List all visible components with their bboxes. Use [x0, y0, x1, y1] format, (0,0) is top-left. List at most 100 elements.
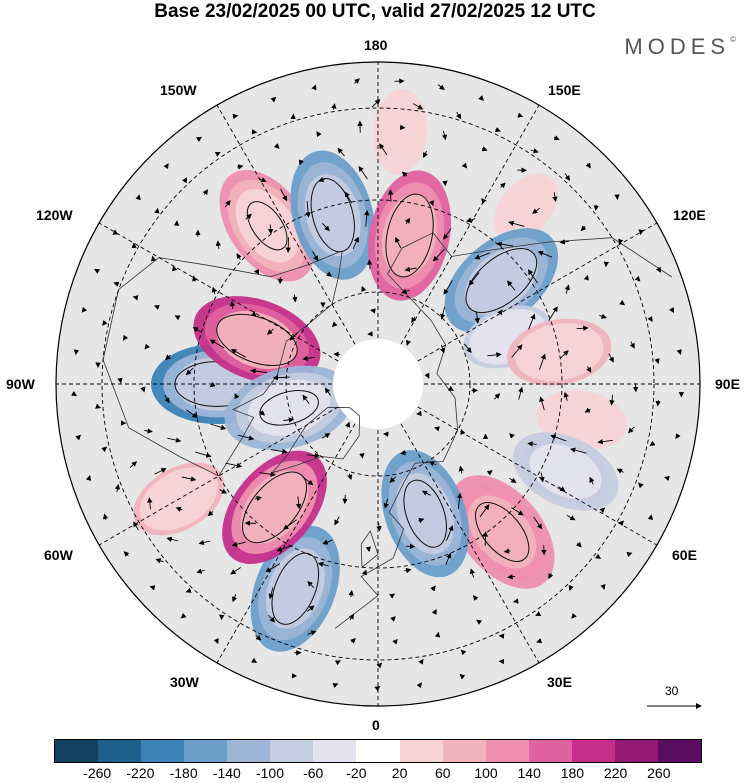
wind-vector	[273, 143, 280, 149]
wind-vector	[272, 375, 290, 381]
wind-vector	[559, 239, 569, 245]
wind-vector	[234, 393, 240, 400]
anomaly-contour	[271, 552, 320, 625]
wind-vector	[676, 349, 682, 356]
wind-vector	[395, 236, 402, 249]
wind-vector	[564, 173, 570, 181]
anomaly-blob	[240, 470, 309, 544]
wind-vector	[167, 437, 182, 443]
wind-vector	[345, 421, 351, 428]
wind-vector	[497, 309, 503, 316]
wind-vector	[550, 434, 567, 442]
wind-vector	[508, 220, 525, 227]
wind-vector	[675, 433, 681, 440]
wind-vector	[236, 253, 242, 260]
wind-vector	[548, 573, 554, 580]
wind-vector	[317, 561, 329, 568]
wind-vector	[584, 407, 591, 413]
wind-vector	[123, 551, 130, 557]
wind-vector	[361, 285, 367, 292]
wind-vector	[512, 598, 519, 604]
wind-vector	[255, 634, 262, 641]
wind-vector	[576, 325, 589, 331]
wind-vector	[331, 103, 337, 110]
wind-vector	[443, 228, 452, 240]
wind-vector	[348, 590, 354, 597]
wind-vector	[539, 353, 546, 370]
wind-vector	[211, 286, 217, 295]
wind-vector	[440, 306, 446, 320]
wind-vector	[527, 269, 538, 284]
wind-vector	[95, 403, 102, 409]
wind-vector	[186, 409, 198, 418]
wind-vector	[478, 95, 484, 101]
wind-vector	[245, 213, 252, 220]
wind-vector	[265, 563, 281, 573]
wind-vector	[446, 525, 454, 541]
reference-vector-label: 30	[665, 684, 679, 698]
wind-vector	[311, 84, 317, 91]
wind-vector	[213, 638, 219, 645]
wind-vector	[629, 341, 635, 349]
colorbar-cell	[442, 740, 486, 762]
wind-vector	[637, 482, 644, 489]
wind-vector	[654, 358, 660, 365]
wind-vector	[270, 96, 277, 103]
wind-vector	[494, 127, 501, 133]
meridian-line	[417, 406, 658, 546]
wind-vector	[332, 683, 339, 689]
colorbar-cell	[270, 740, 314, 762]
wind-vector	[307, 580, 315, 589]
wind-vector	[458, 465, 464, 474]
wind-vector	[481, 198, 487, 204]
wind-vector	[135, 194, 141, 201]
wind-vector	[140, 386, 146, 393]
meridian-line	[417, 222, 658, 362]
colorbar-cell	[528, 740, 572, 762]
wind-vector	[401, 171, 408, 178]
colorbar-tick-label: 220	[603, 765, 628, 781]
wind-vector	[566, 515, 576, 521]
wind-vector	[376, 662, 383, 669]
wind-vector	[599, 313, 607, 319]
wind-vector	[474, 311, 480, 324]
wind-vector	[416, 682, 422, 689]
wind-vector	[530, 148, 539, 154]
wind-vector	[73, 349, 80, 356]
wind-vector	[609, 394, 615, 406]
wind-vector	[365, 546, 371, 553]
wind-vector	[583, 274, 589, 281]
wind-vector	[133, 521, 139, 531]
anomaly-blob	[529, 444, 602, 499]
wind-vector	[144, 343, 150, 350]
wind-vector	[174, 315, 181, 321]
wind-vector	[283, 519, 297, 530]
anomaly-blob	[235, 189, 299, 263]
wind-vector	[259, 471, 276, 477]
wind-vector	[192, 327, 202, 333]
wind-vector	[434, 426, 440, 432]
anomaly-contour	[246, 201, 288, 251]
wind-vector	[618, 238, 624, 245]
wind-vector	[225, 462, 243, 469]
wind-vector	[195, 136, 202, 143]
wind-vector	[511, 344, 523, 358]
wind-vector	[153, 304, 160, 310]
wind-vector	[144, 428, 153, 434]
wind-vector	[154, 207, 160, 214]
wind-vector	[374, 685, 381, 692]
wind-vector	[258, 177, 267, 183]
wind-vector	[589, 476, 595, 485]
wind-vector	[663, 475, 670, 482]
wind-vector	[266, 328, 274, 335]
graticule	[56, 62, 700, 706]
wind-vector	[535, 611, 542, 617]
wind-vector	[214, 151, 221, 157]
anomaly-blob	[396, 473, 455, 555]
wind-vector	[618, 520, 625, 527]
reference-vector: 30	[645, 684, 705, 714]
wind-vector	[370, 308, 376, 314]
wind-vector	[219, 488, 228, 494]
meridian-line	[216, 423, 356, 664]
colorbar	[54, 739, 702, 763]
